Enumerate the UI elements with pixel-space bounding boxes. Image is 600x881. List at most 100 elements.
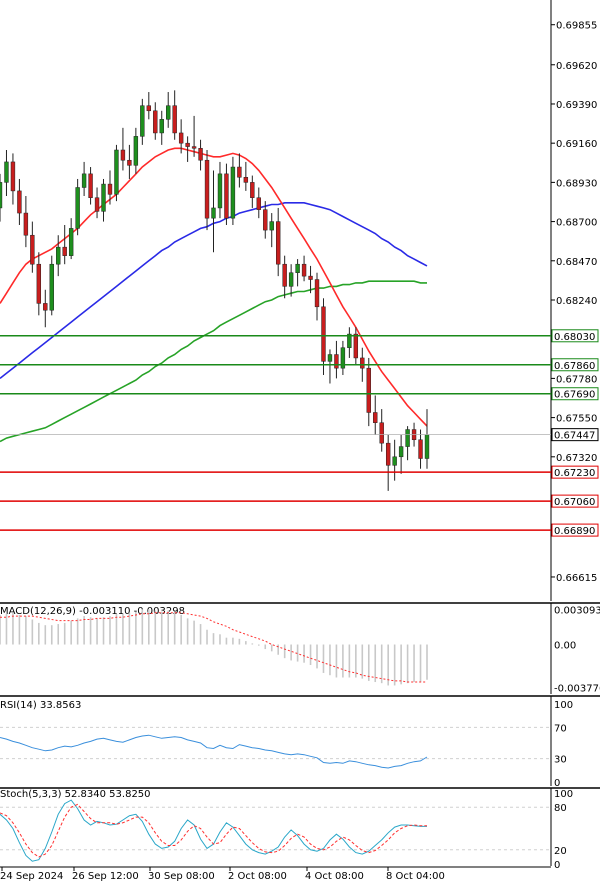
candle-body (398, 446, 404, 458)
candle-body (392, 456, 397, 466)
candle-body (36, 263, 42, 304)
time-tick-label: 2 Oct 08:00 (228, 871, 287, 881)
candle-body (133, 136, 139, 166)
candle-body (250, 182, 255, 198)
macd-tick-label: -0.003776 (554, 683, 600, 694)
candle-body (353, 333, 359, 359)
stoch-tick-label: 80 (554, 803, 567, 814)
candle-body (49, 263, 54, 311)
resistance-label-box (551, 329, 599, 343)
time-tick-label: 4 Oct 08:00 (305, 871, 364, 881)
ma-slow-line (0, 280, 427, 443)
candle-body (237, 166, 242, 178)
stoch-pane: Stoch(5,3,3) 52.8340 53.8250 100 80 20 0 (0, 787, 600, 871)
candle-body (146, 105, 151, 112)
price-tick-label: 0.68240 (556, 296, 597, 307)
candle-body (120, 149, 126, 161)
candle-body (43, 303, 48, 311)
candle-body (321, 306, 326, 362)
candle-body (424, 434, 430, 459)
candle-body (75, 187, 80, 229)
candle-body (385, 442, 391, 466)
support-label: 0.67230 (554, 468, 595, 479)
rsi-line (0, 734, 428, 769)
price-tick-label: 0.69390 (556, 100, 597, 111)
time-tick-label: 30 Sep 08:00 (148, 871, 215, 881)
candle-body (243, 177, 249, 183)
candle-body (217, 173, 223, 209)
candle-body (127, 159, 132, 166)
support-label: 0.67060 (554, 497, 595, 508)
time-tick-label: 26 Sep 12:00 (72, 871, 139, 881)
time-tick-label: 8 Oct 04:00 (386, 871, 445, 881)
candle-body (379, 422, 384, 444)
support-label-box (551, 523, 599, 537)
candle-body (204, 159, 210, 219)
macd-tick-label: 0.00 (554, 641, 576, 652)
stoch-signal-line (0, 803, 427, 858)
candle-body (107, 183, 113, 195)
price-tick-label: 0.67320 (556, 453, 597, 464)
candle-body (140, 105, 145, 137)
candle-body (314, 279, 320, 308)
rsi-tick-label: 100 (554, 700, 573, 711)
price-tick-label: 0.69855 (556, 21, 597, 32)
price-tick-label: 0.68470 (556, 257, 597, 268)
price-tick-label: 0.67550 (556, 414, 597, 425)
price-tick-label: 0.67780 (556, 374, 597, 385)
current-price-box (551, 428, 599, 442)
resistance-label: 0.67860 (554, 361, 595, 372)
candle-body (288, 272, 294, 287)
candle-body (159, 119, 164, 134)
candle-body (23, 212, 29, 236)
candle-body (295, 263, 300, 273)
candle-body (224, 173, 229, 219)
candle-body (0, 182, 3, 209)
candle-body (327, 354, 333, 362)
candle-body (4, 161, 9, 183)
rsi-tick-label: 70 (554, 723, 567, 734)
x-axis: 24 Sep 2024 26 Sep 12:00 30 Sep 08:00 2 Oct… (0, 866, 551, 881)
candle-body (366, 367, 371, 413)
price-tick-label: 0.69620 (556, 61, 597, 72)
candle-body (166, 105, 171, 120)
stoch-tick-label: 0 (554, 860, 560, 871)
candle-body (153, 110, 158, 134)
candle-body (191, 146, 197, 149)
macd-label: MACD(12,26,9) -0.003110 -0.003298 (0, 606, 185, 617)
support-label-box (551, 465, 599, 479)
candle-body (308, 275, 313, 280)
candle-body (185, 142, 190, 147)
candle-body (334, 354, 339, 369)
macd-pane: MACD(12,26,9) -0.003110 -0.003298 0.0030… (0, 602, 600, 694)
rsi-tick-label: 0 (554, 778, 560, 789)
price-tick-label: 0.68930 (556, 178, 597, 189)
candle-body (373, 412, 378, 423)
candle-body (211, 207, 216, 219)
candle-body (81, 173, 87, 188)
candle-body (256, 197, 261, 210)
stoch-tick-label: 100 (554, 789, 573, 800)
candle-body (269, 221, 274, 231)
support-label-box (551, 494, 599, 508)
rsi-tick-label: 30 (554, 755, 567, 766)
candle-body (360, 357, 365, 369)
candle-body (10, 161, 16, 192)
candle-body (114, 149, 119, 195)
candle-body (198, 148, 203, 161)
macd-signal-line (0, 612, 427, 683)
candle-body (178, 132, 184, 144)
rsi-pane: RSI(14) 33.8563 100 70 30 0 (0, 695, 600, 789)
candle-body (68, 228, 74, 256)
time-tick-label: 24 Sep 2024 (0, 871, 63, 881)
stoch-tick-label: 20 (554, 846, 567, 857)
main-price-pane: 0.69855 0.69620 0.69390 0.69160 0.68930 0.687… (0, 0, 599, 601)
stoch-label: Stoch(5,3,3) 52.8340 53.8250 (0, 789, 151, 800)
candle-body (418, 439, 423, 459)
candle-body (340, 347, 346, 369)
price-tick-label: 0.66615 (556, 573, 597, 584)
candle-body (30, 234, 35, 265)
candle-body (347, 333, 352, 348)
candle-body (230, 166, 236, 219)
